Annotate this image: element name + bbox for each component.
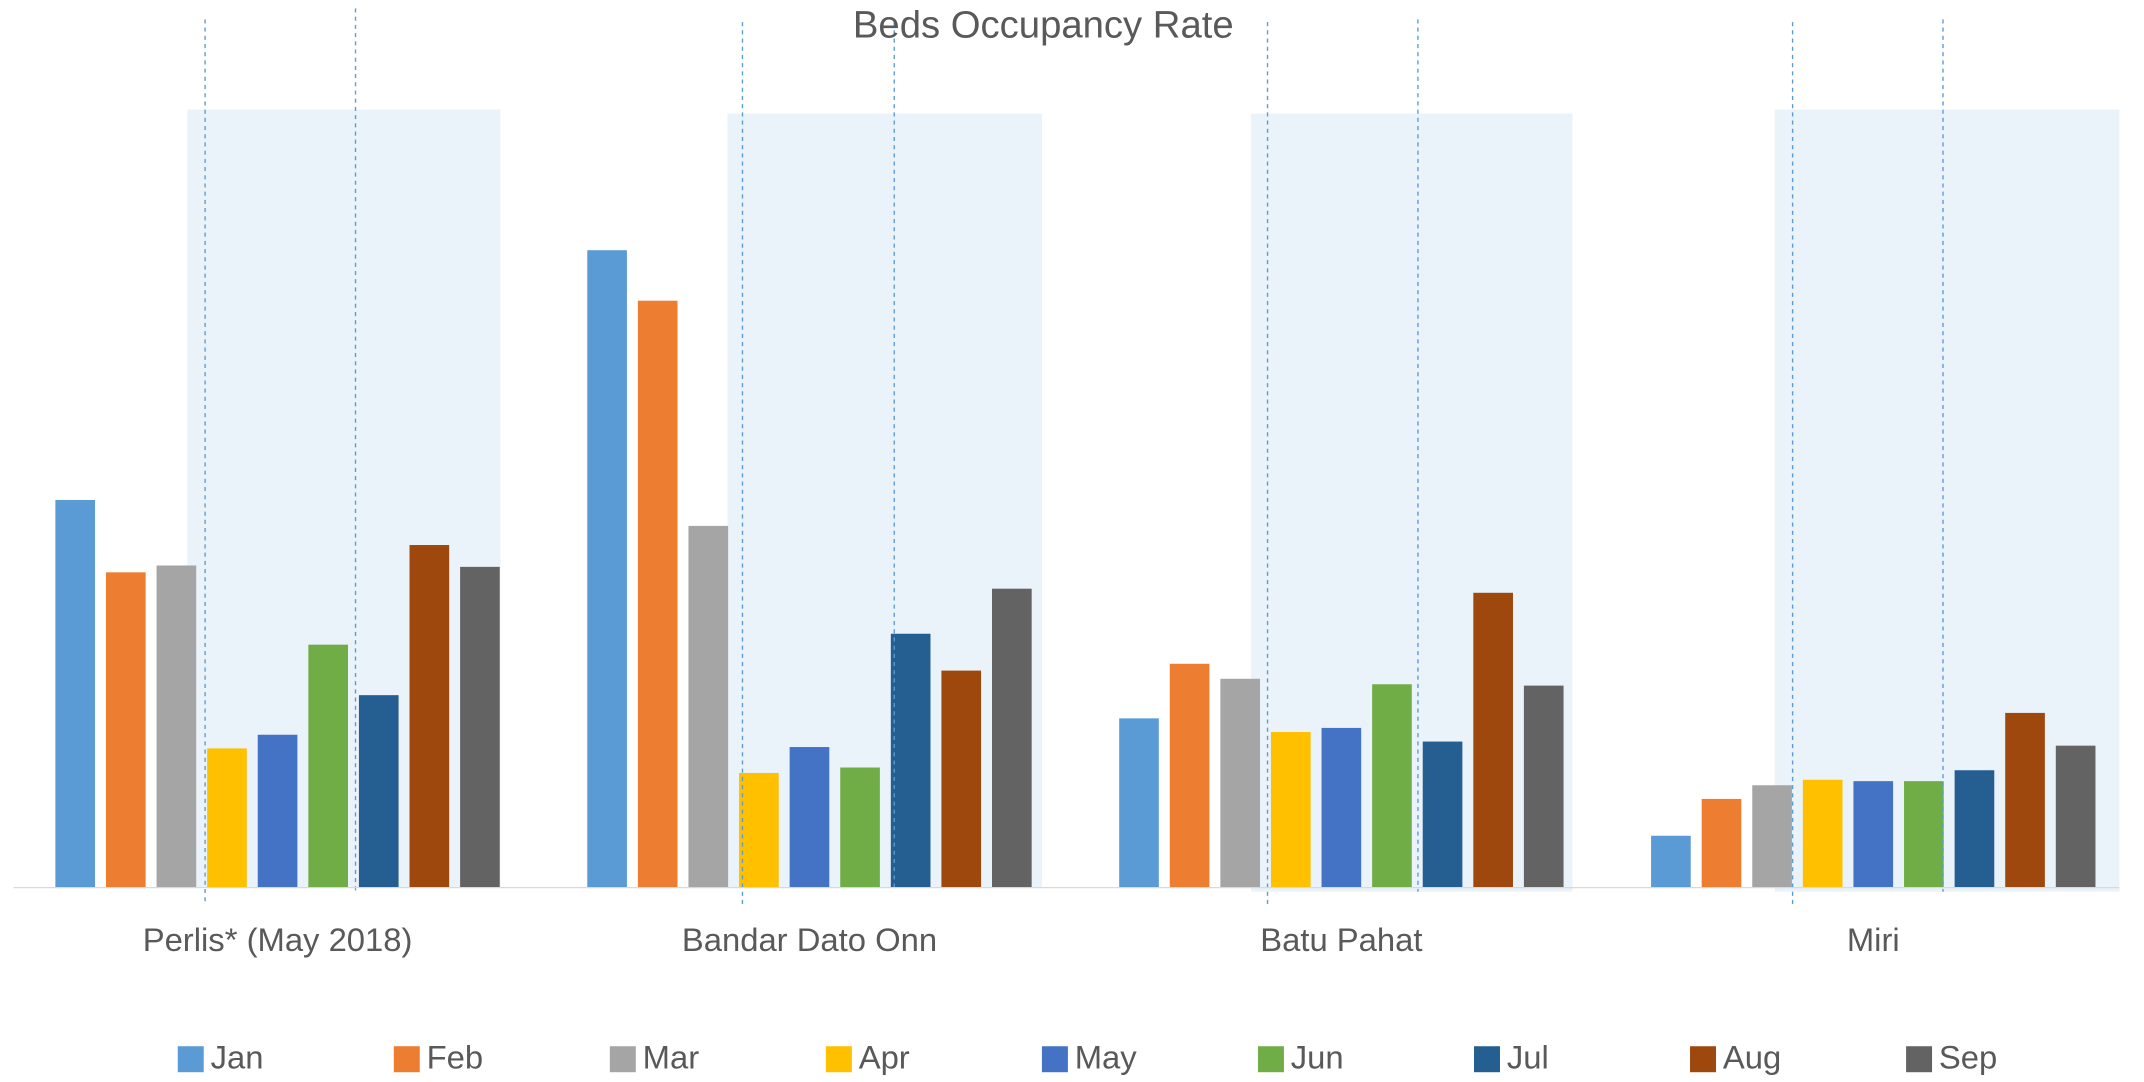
x-tick-label: Batu Pahat xyxy=(1260,921,1422,958)
bar xyxy=(587,250,627,888)
bar xyxy=(308,644,348,888)
legend-label: Apr xyxy=(859,1039,910,1076)
bar xyxy=(1321,727,1362,888)
bar xyxy=(1904,781,1944,888)
bar xyxy=(257,734,298,888)
bar xyxy=(688,525,729,888)
dashed-lines xyxy=(204,8,1944,906)
shaded-band xyxy=(727,113,1042,888)
legend-label: Mar xyxy=(643,1039,700,1076)
bar xyxy=(1651,835,1691,888)
legend-swatch xyxy=(1257,1046,1284,1073)
legend-label: Aug xyxy=(1723,1039,1781,1076)
bar xyxy=(55,499,96,888)
bar xyxy=(1802,779,1843,888)
legend-swatch xyxy=(177,1046,204,1073)
bar xyxy=(1853,781,1894,888)
legend-swatch xyxy=(825,1046,852,1073)
legend-label: May xyxy=(1075,1039,1138,1076)
legend-swatch xyxy=(1041,1046,1068,1073)
legend-label: Jun xyxy=(1291,1039,1344,1076)
bar xyxy=(1701,798,1742,888)
x-tick-label: Miri xyxy=(1847,921,1900,958)
legend-label: Feb xyxy=(427,1039,484,1076)
legend-label: Jul xyxy=(1507,1039,1549,1076)
bar xyxy=(1119,718,1159,888)
bar xyxy=(1523,685,1564,888)
bar xyxy=(1220,678,1261,888)
bar xyxy=(1954,770,1995,888)
bar xyxy=(207,748,247,888)
legend-swatch xyxy=(1474,1046,1500,1073)
chart-title: Beds Occupancy Rate xyxy=(853,4,1234,47)
bar xyxy=(739,772,779,888)
bar xyxy=(1270,732,1311,888)
bar xyxy=(358,695,399,888)
bar xyxy=(992,588,1032,888)
legend-label: Jan xyxy=(211,1039,264,1076)
legend-swatch xyxy=(1906,1046,1933,1073)
bar xyxy=(1752,785,1792,888)
legend-label: Sep xyxy=(1939,1039,1997,1076)
bar xyxy=(1473,592,1513,888)
bar xyxy=(1422,741,1463,888)
bar xyxy=(789,747,830,888)
bar xyxy=(637,300,678,888)
decoration xyxy=(187,109,2120,892)
legend-swatch xyxy=(609,1046,636,1073)
x-tick-label: Bandar Dato Onn xyxy=(682,921,937,958)
bar xyxy=(2055,745,2096,888)
legend-swatch xyxy=(1690,1046,1717,1073)
bar xyxy=(941,670,982,888)
bar xyxy=(1169,663,1210,888)
bar xyxy=(105,572,146,888)
bar xyxy=(890,633,931,888)
bar xyxy=(156,565,197,888)
bar xyxy=(2005,712,2045,888)
bar xyxy=(409,545,450,888)
bar xyxy=(460,566,500,888)
bar xyxy=(1372,684,1412,888)
bar xyxy=(840,767,880,888)
legend-swatch xyxy=(393,1046,420,1073)
x-tick-label: Perlis* (May 2018) xyxy=(143,921,413,958)
bars xyxy=(55,250,2096,888)
